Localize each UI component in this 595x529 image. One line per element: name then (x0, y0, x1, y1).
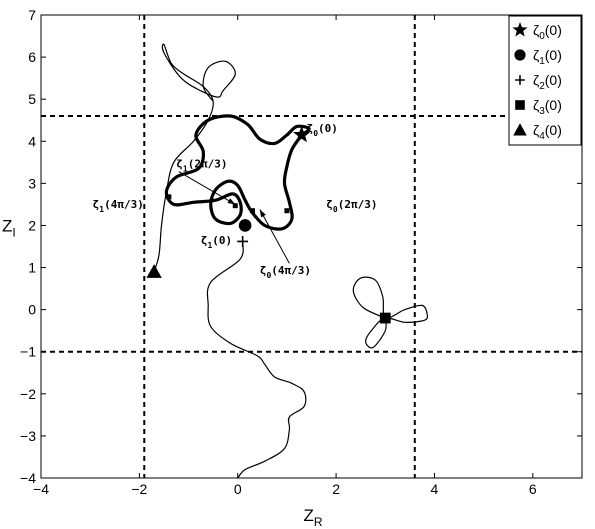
annotation-label: ζ0(0) (307, 122, 338, 138)
y-tick-label: 5 (28, 91, 36, 107)
annotation-label: ζ1(2π/3) (176, 157, 227, 173)
plot-area (40, 14, 583, 479)
annotation-label: ζ1(0) (201, 234, 232, 250)
arrow-head (227, 198, 236, 205)
y-tick-label: 1 (28, 260, 36, 276)
legend-marker-square (515, 100, 525, 110)
arrow-head (259, 209, 266, 218)
annotation-label: ζ0(4π/3) (260, 264, 311, 280)
x-tick-label: 4 (431, 481, 439, 497)
small-square-mark (232, 203, 238, 209)
trajectories (153, 43, 429, 479)
axis-labels: ZR ZI (2, 216, 323, 529)
legend-marker-plus (515, 75, 525, 85)
legend-entry: ζ2(0) (533, 72, 562, 92)
x-axis-label: ZR (304, 506, 323, 529)
legend-entry: ζ0(0) (533, 22, 562, 42)
marker-star (293, 125, 311, 143)
legend-entry: ζ3(0) (533, 97, 562, 117)
y-tick-label: −3 (20, 428, 36, 444)
small-square-mark (166, 194, 172, 200)
trajectory-markers (146, 125, 391, 324)
trajectory-line-0 (164, 114, 311, 231)
small-square-mark (284, 208, 290, 214)
small-square-mark (249, 208, 255, 214)
x-tick-label: 6 (529, 481, 537, 497)
annotation-label: ζ1(4π/3) (93, 198, 144, 214)
legend-entry: ζ4(0) (533, 122, 562, 142)
legend-marker-star (512, 22, 528, 37)
y-tick-label: −4 (20, 470, 36, 486)
y-tick-label: 4 (28, 133, 36, 149)
marker-triangle (146, 264, 162, 278)
arrow-shaft (178, 171, 236, 205)
x-tick-label: 0 (234, 481, 242, 497)
dashed-reference-lines (41, 15, 582, 478)
legend: ζ0(0) ζ1(0) ζ2(0) ζ3(0) ζ4(0) (508, 15, 582, 146)
marker-square (379, 312, 391, 324)
y-tick-label: 2 (28, 217, 36, 233)
x-tick-label: −4 (33, 481, 49, 497)
arrow-shaft (259, 209, 290, 264)
legend-marker-circle (514, 49, 526, 61)
y-tick-label: 6 (28, 49, 36, 65)
x-tick-label: −2 (131, 481, 147, 497)
marker-circle (238, 219, 252, 232)
axis-ticks: −4 −2 0 2 4 6 −4 −3 −2 −1 0 1 2 3 4 5 6 7 (20, 7, 582, 497)
trajectory-line-2 (206, 240, 307, 479)
trajectory-line-1 (153, 43, 236, 273)
annotation-arrows (178, 171, 290, 264)
y-tick-label: 0 (28, 302, 36, 318)
y-tick-label: −1 (20, 344, 36, 360)
x-tick-label: 2 (332, 481, 340, 497)
marker-plus (237, 236, 249, 247)
y-axis-label: ZI (2, 216, 16, 239)
y-tick-label: 7 (28, 7, 36, 23)
annotations: ζ0(0) ζ1(2π/3) ζ1(4π/3) ζ0(2π/3) ζ1(0) ζ0(4π/… (93, 122, 378, 280)
y-tick-label: 3 (28, 175, 36, 191)
y-tick-label: −2 (20, 386, 36, 402)
plot-frame (40, 14, 583, 479)
legend-entry: ζ1(0) (533, 47, 562, 67)
trajectory-line-3 (352, 276, 429, 349)
annotation-label: ζ0(2π/3) (326, 198, 377, 214)
legend-marker-triangle (513, 123, 527, 136)
